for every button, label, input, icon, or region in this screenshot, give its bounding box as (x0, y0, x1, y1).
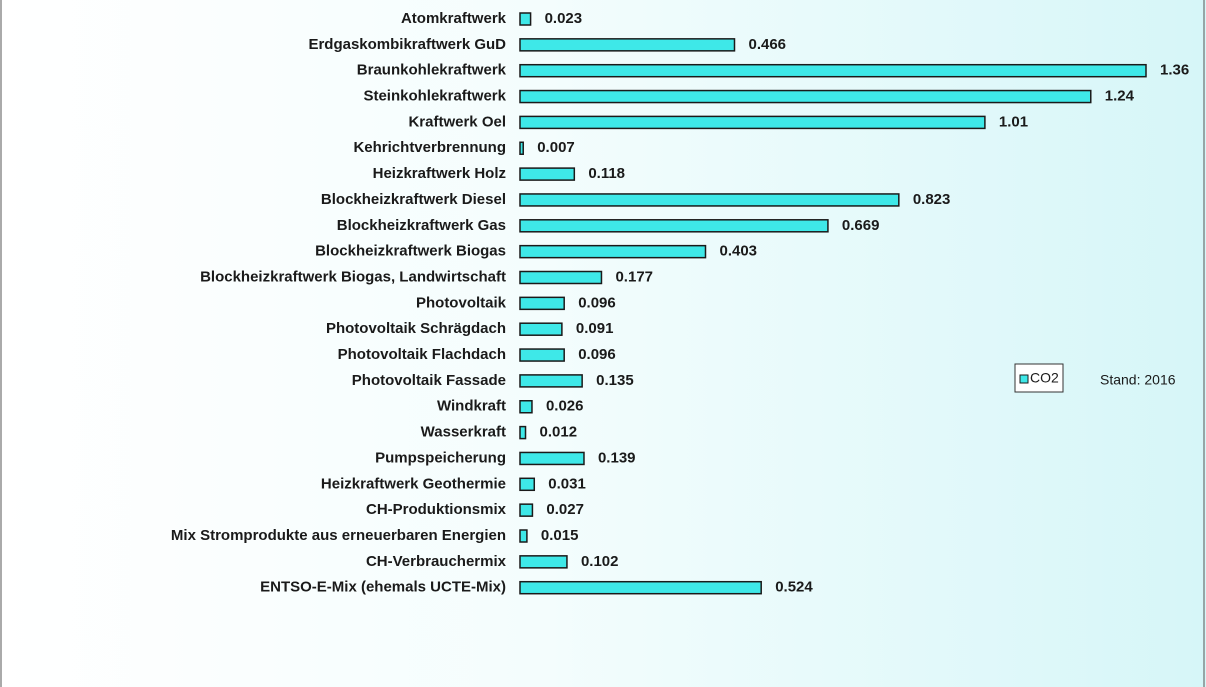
category-label: Windkraft (437, 398, 506, 415)
data-label: 1.01 (999, 113, 1028, 130)
bar (519, 244, 707, 259)
data-label: 0.403 (719, 243, 757, 260)
category-label: Blockheizkraftwerk Diesel (321, 191, 506, 208)
bar (519, 270, 603, 285)
data-label: 1.36 (1160, 62, 1189, 79)
data-label: 0.135 (596, 372, 634, 389)
data-label: 0.015 (541, 527, 579, 544)
data-label: 0.023 (545, 10, 583, 27)
category-label: Heizkraftwerk Geothermie (321, 475, 506, 492)
bar (519, 425, 527, 440)
bar (519, 89, 1092, 104)
data-label: 0.118 (588, 165, 625, 182)
category-label: Pumpspeicherung (375, 449, 506, 466)
category-label: Wasserkraft (421, 424, 506, 441)
category-label: Blockheizkraftwerk Biogas, Landwirtschaf… (200, 268, 506, 285)
data-label: 0.026 (546, 398, 584, 415)
bar (519, 322, 563, 336)
category-label: Photovoltaik (416, 294, 507, 311)
category-label: Photovoltaik Fassade (352, 372, 506, 389)
bar (519, 374, 583, 388)
bar (519, 38, 736, 52)
category-label: Blockheizkraftwerk Biogas (315, 243, 506, 260)
bar (519, 12, 532, 26)
bar (519, 219, 829, 233)
data-label: 0.091 (576, 320, 614, 337)
data-label: 0.012 (540, 424, 578, 441)
bar (519, 167, 576, 181)
legend-swatch (1019, 374, 1029, 384)
legend-label: CO2 (1030, 370, 1059, 386)
bar (519, 400, 533, 414)
category-label: Erdgaskombikraftwerk GuD (308, 36, 506, 53)
bar (519, 503, 534, 517)
category-label: Steinkohlekraftwerk (363, 88, 506, 105)
data-label: 0.139 (598, 449, 636, 466)
data-label: 0.466 (748, 36, 786, 53)
category-label: Atomkraftwerk (401, 10, 507, 27)
data-label: 0.823 (913, 191, 951, 208)
data-label: 0.102 (581, 553, 619, 570)
category-label: Kehrichtverbrennung (353, 139, 506, 156)
bar (519, 296, 565, 311)
category-label: Photovoltaik Flachdach (338, 346, 506, 363)
data-label: 0.524 (775, 579, 813, 596)
data-label: 1.24 (1105, 88, 1135, 105)
data-label: 0.096 (578, 346, 616, 363)
data-label: 0.177 (615, 268, 653, 285)
category-label: Mix Stromprodukte aus erneuerbaren Energ… (171, 527, 506, 544)
data-label: 0.007 (537, 139, 575, 156)
bar (519, 451, 585, 466)
data-label: 0.669 (842, 217, 880, 234)
bar (519, 348, 565, 362)
bar (519, 477, 536, 492)
bar (519, 63, 1147, 78)
bar (519, 555, 568, 569)
bar (519, 193, 900, 207)
bar (519, 529, 528, 543)
category-label: Kraftwerk Oel (408, 113, 506, 130)
category-label: Braunkohlekraftwerk (357, 62, 507, 79)
bar (519, 580, 762, 595)
category-label: Heizkraftwerk Holz (373, 165, 506, 182)
category-label: ENTSO-E-Mix (ehemals UCTE-Mix) (260, 579, 506, 596)
data-label: 0.027 (546, 501, 584, 518)
data-label: 0.031 (548, 475, 586, 492)
category-label: CH-Verbrauchermix (366, 553, 507, 570)
bar (519, 141, 524, 155)
annotation: Stand: 2016 (1100, 372, 1176, 388)
bar (519, 115, 986, 130)
data-label: 0.096 (578, 294, 616, 311)
category-label: Blockheizkraftwerk Gas (337, 217, 506, 234)
category-label: Photovoltaik Schrägdach (326, 320, 506, 337)
category-label: CH-Produktionsmix (366, 501, 507, 518)
